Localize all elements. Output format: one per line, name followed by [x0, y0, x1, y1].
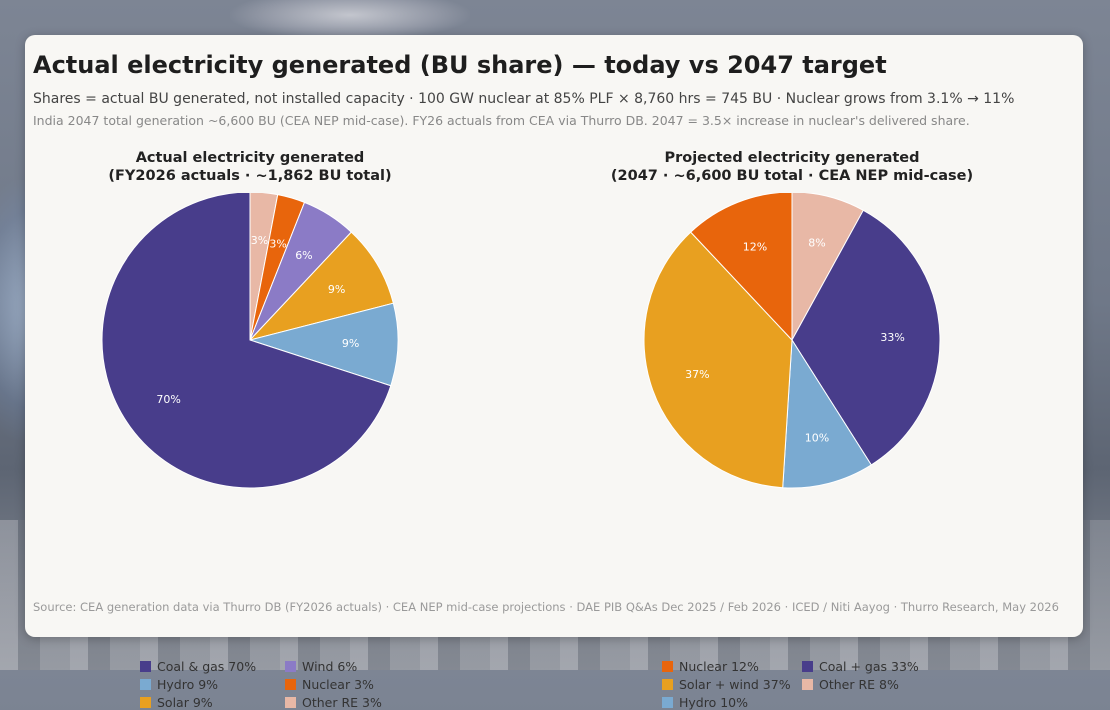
pie-slice-coal-gas [791, 209, 941, 466]
legend-swatch [802, 661, 813, 672]
legend-swatch [802, 679, 813, 690]
legend-swatch [662, 697, 673, 708]
legend-item: Other RE 3% [285, 695, 382, 710]
pie-slice-hydro [248, 302, 399, 387]
pie-slice-solar [248, 231, 394, 341]
source-footnote: Source: CEA generation data via Thurro D… [33, 600, 1059, 614]
pie-label-hydro: 9% [342, 337, 359, 350]
chart-title-line1: Projected electricity generated [664, 150, 920, 166]
pie-label-other-re: 8% [808, 237, 825, 250]
pie-slice-nuclear [689, 193, 793, 342]
legend-item: Nuclear 3% [285, 677, 374, 692]
legend-item: Wind 6% [285, 659, 357, 674]
chart-title-line1: Actual electricity generated [135, 150, 365, 166]
page-note: India 2047 total generation ~6,600 BU (C… [33, 113, 970, 128]
legend-label: Coal + gas 33% [819, 659, 919, 674]
legend-swatch [140, 679, 151, 690]
pie-slice-hydro [782, 338, 872, 489]
legend-item: Hydro 9% [140, 677, 218, 692]
legend-label: Other RE 3% [302, 695, 382, 710]
legend-label: Nuclear 3% [302, 677, 374, 692]
legend-label: Coal & gas 70% [157, 659, 257, 674]
pie-chart: 8% 33% 10% 37% 12% [643, 193, 941, 489]
pie-label-coal-gas: 70% [156, 393, 180, 406]
page-title: Actual electricity generated (BU share) … [33, 51, 887, 79]
legend-item: Nuclear 12% [662, 659, 759, 674]
pie-label-nuclear: 3% [269, 237, 286, 250]
pie-label-solar: 9% [328, 283, 345, 296]
legend-label: Solar 9% [157, 695, 213, 710]
legend-label: Hydro 9% [157, 677, 219, 692]
legend-swatch [285, 661, 296, 672]
chart-title: Actual electricity generated (FY2026 act… [30, 149, 470, 185]
chart-card: Actual electricity generated (BU share) … [25, 35, 1083, 710]
legend-item: Solar 9% [140, 695, 213, 710]
legend-label: Hydro 10% [679, 695, 749, 710]
legend-swatch [662, 661, 673, 672]
pie-label-wind: 6% [295, 249, 312, 262]
chart-title-line2: (2047 · ~6,600 BU total · CEA NEP mid-ca… [610, 168, 974, 184]
pie-label-solar-wind: 37% [685, 368, 709, 381]
page-subtitle: Shares = actual BU generated, not instal… [33, 91, 1015, 107]
legend-swatch [662, 679, 673, 690]
legend-swatch [140, 661, 151, 672]
legend-item: Coal + gas 33% [802, 659, 919, 674]
pie-chart: 3% 3% 6% 9% 9% 70% [101, 193, 399, 489]
pie-label-other-re: 3% [251, 234, 268, 247]
legend-swatch [140, 697, 151, 708]
legend-item: Hydro 10% [662, 695, 748, 710]
chart-title: Projected electricity generated (2047 · … [572, 149, 1012, 185]
legend-label: Nuclear 12% [679, 659, 759, 674]
background-cloud [230, 0, 470, 40]
legend-label: Wind 6% [302, 659, 358, 674]
chart-fy2026: Actual electricity generated (FY2026 act… [30, 149, 470, 710]
legend-item: Solar + wind 37% [662, 677, 791, 692]
legend-swatch [285, 679, 296, 690]
legend-label: Other RE 8% [819, 677, 899, 692]
legend-item: Other RE 8% [802, 677, 899, 692]
pie-label-nuclear: 12% [743, 240, 767, 253]
chart-title-line2: (FY2026 actuals · ~1,862 BU total) [108, 168, 392, 184]
legend-label: Solar + wind 37% [679, 677, 791, 692]
legend-item: Coal & gas 70% [140, 659, 256, 674]
pie-label-hydro: 10% [805, 431, 829, 444]
chart-2047: Projected electricity generated (2047 · … [572, 149, 1012, 710]
pie-slice-coal-gas [101, 193, 392, 489]
pie-label-coal-gas: 33% [880, 331, 904, 344]
pie-slice-solar-wind [643, 231, 793, 489]
legend-swatch [285, 697, 296, 708]
